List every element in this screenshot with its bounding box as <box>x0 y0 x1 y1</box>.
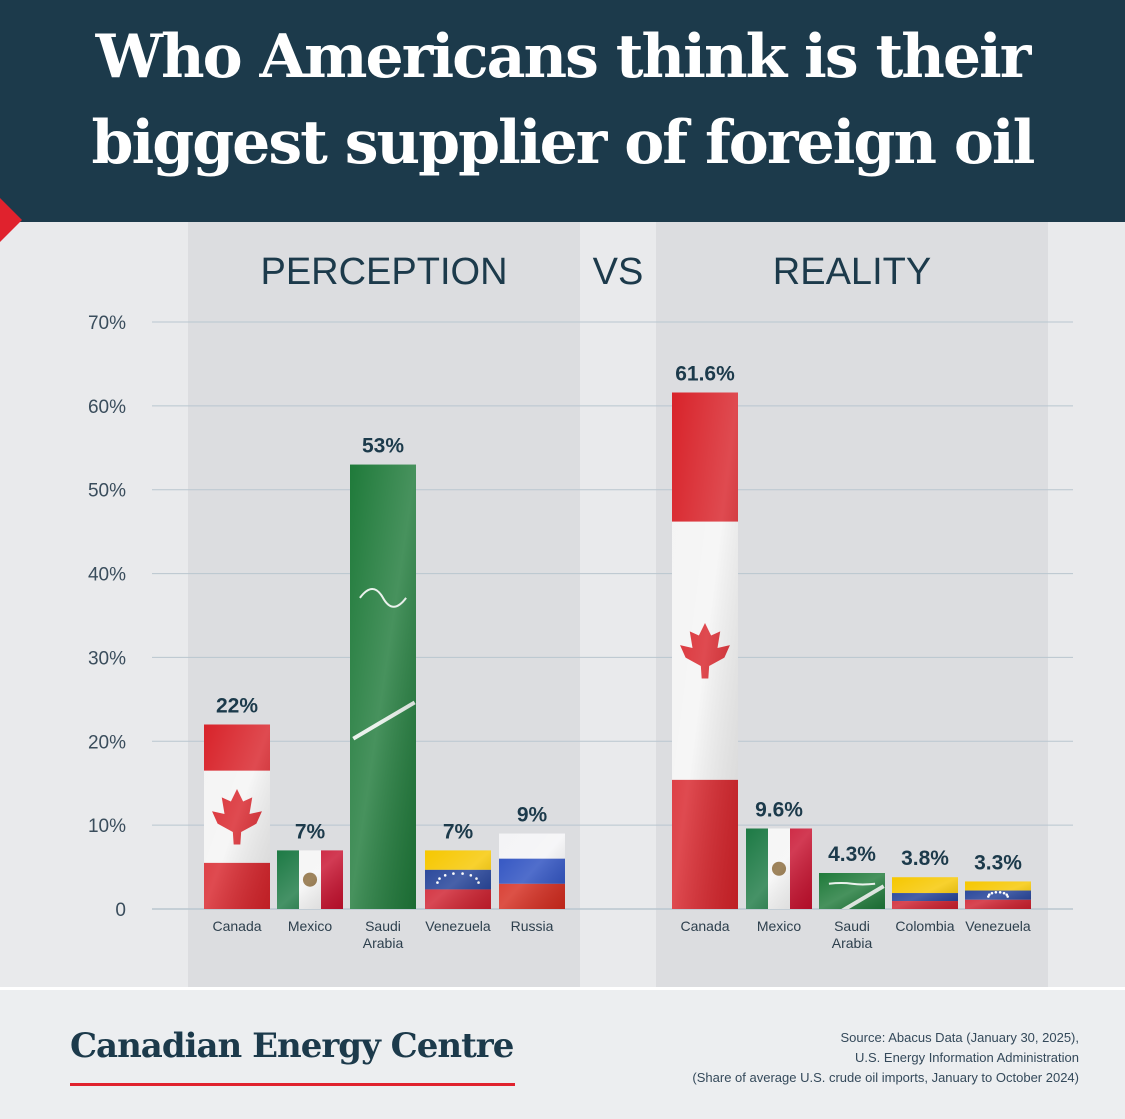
bar-reality-venezuela <box>965 881 1031 909</box>
bar-sheen <box>204 724 270 909</box>
bar-sheen <box>746 828 812 909</box>
bar-perception-mexico <box>277 850 343 909</box>
bar-sheen <box>892 877 958 909</box>
bar-reality-canada <box>672 392 738 909</box>
category-label: Arabia <box>832 935 873 951</box>
panel-title-2: REALITY <box>773 251 931 293</box>
category-label: Russia <box>511 918 554 934</box>
y-tick-label: 60% <box>88 397 126 418</box>
source-line-3: (Share of average U.S. crude oil imports… <box>692 1070 1079 1085</box>
data-label: 7% <box>295 820 326 843</box>
bar-perception-venezuela <box>425 850 491 909</box>
y-tick-label: 0 <box>115 900 126 921</box>
category-label: Saudi <box>834 918 870 934</box>
chart-area: 0 10% 20% 30% 40% 50% 60% 70% PERCEPTION REALITY V… <box>0 222 1125 987</box>
bar-perception-saudi-arabia <box>350 464 416 909</box>
category-label: Mexico <box>288 918 333 934</box>
bar-sheen <box>425 850 491 909</box>
bar-sheen <box>965 881 1031 909</box>
bar-sheen <box>277 850 343 909</box>
title-line-2: biggest supplier of foreign oil <box>91 108 1036 178</box>
category-label: Colombia <box>895 918 954 934</box>
category-label: Venezuela <box>965 918 1031 934</box>
header-banner: Who Americans think is their biggest sup… <box>0 0 1125 222</box>
y-tick-label: 50% <box>88 481 126 502</box>
bar-perception-canada <box>204 724 270 909</box>
accent-triangle <box>0 198 22 242</box>
y-tick-label: 70% <box>88 313 126 334</box>
bar-perception-russia <box>499 833 565 909</box>
category-label: Arabia <box>363 935 404 951</box>
y-tick-label: 20% <box>88 732 126 753</box>
y-tick-label: 10% <box>88 816 126 837</box>
data-label: 4.3% <box>828 843 876 866</box>
bar-sheen <box>350 464 416 909</box>
category-label: Canada <box>212 918 261 934</box>
category-label: Mexico <box>757 918 802 934</box>
bar-reality-mexico <box>746 828 812 909</box>
brand-underline <box>70 1083 515 1086</box>
y-tick-label: 30% <box>88 648 126 669</box>
panel-title-1: PERCEPTION <box>260 251 507 293</box>
bar-reality-colombia <box>892 877 958 909</box>
bar-reality-saudi-arabia <box>819 872 885 909</box>
y-tick-label: 40% <box>88 565 126 586</box>
source-line-2: U.S. Energy Information Administration <box>855 1050 1079 1065</box>
footer: Canadian Energy Centre Source: Abacus Da… <box>0 987 1125 1119</box>
brand-logo: Canadian Energy Centre <box>70 1026 514 1066</box>
data-label: 22% <box>216 695 258 718</box>
bar-chart: 0 10% 20% 30% 40% 50% 60% 70% PERCEPTION REALITY V… <box>88 222 1073 987</box>
bar-sheen <box>819 872 885 909</box>
vs-label: VS <box>593 251 644 293</box>
category-label: Canada <box>680 918 729 934</box>
source-line-1: Source: Abacus Data (January 30, 2025), <box>840 1030 1079 1045</box>
data-label: 3.8% <box>901 847 949 870</box>
category-label: Venezuela <box>425 918 491 934</box>
bar-sheen <box>672 392 738 909</box>
title-line-1: Who Americans think is their <box>95 22 1032 92</box>
data-label: 61.6% <box>675 362 735 385</box>
source-note: Source: Abacus Data (January 30, 2025), … <box>559 1028 1079 1088</box>
data-label: 53% <box>362 435 404 458</box>
data-label: 9% <box>517 804 548 827</box>
data-label: 9.6% <box>755 798 803 821</box>
category-label: Saudi <box>365 918 401 934</box>
data-label: 7% <box>443 820 474 843</box>
data-label: 3.3% <box>974 851 1022 874</box>
bar-sheen <box>499 833 565 909</box>
page-title: Who Americans think is their biggest sup… <box>0 14 1125 186</box>
